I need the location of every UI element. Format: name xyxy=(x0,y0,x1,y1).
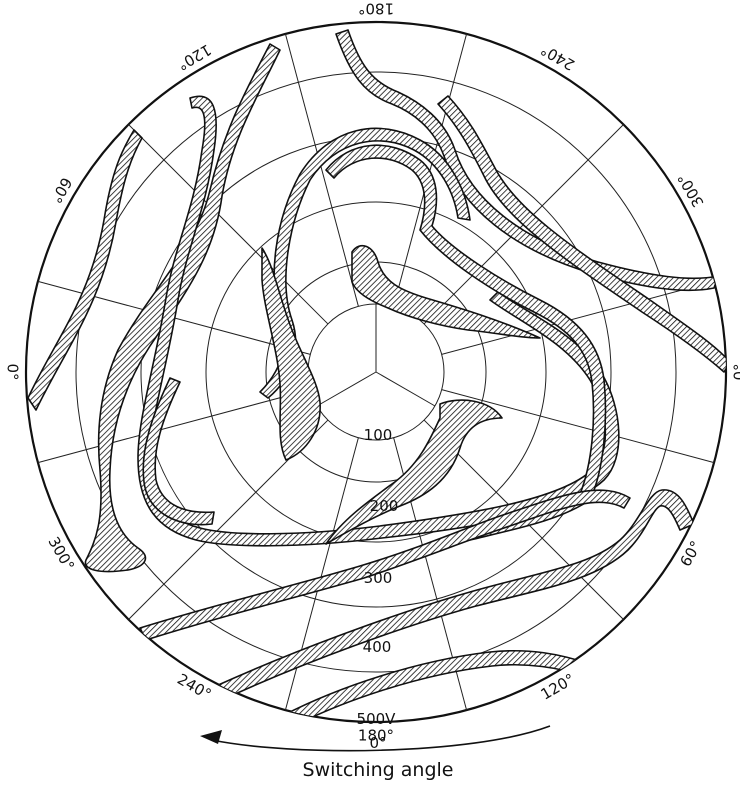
radial-label-200: 200 xyxy=(370,497,399,515)
radial-spoke xyxy=(285,34,358,306)
angle-label: 300° xyxy=(674,170,708,210)
contour-band xyxy=(85,44,280,572)
radial-label-400: 400 xyxy=(363,638,392,656)
radial-label-100: 100 xyxy=(364,426,393,444)
center-mark xyxy=(376,372,435,406)
radial-label-300: 300 xyxy=(364,569,393,587)
angle-label: 120° xyxy=(174,40,214,74)
angle-label: 0° xyxy=(731,363,740,380)
radial-label-500: 500V xyxy=(357,710,397,728)
angle-label: 180° xyxy=(358,0,394,18)
lobe xyxy=(262,248,320,460)
radial-spoke xyxy=(38,390,310,463)
angle-label: 300° xyxy=(44,534,78,574)
angle-label: 120° xyxy=(538,670,578,704)
contour-band xyxy=(138,96,619,546)
angle-label: 0° xyxy=(4,363,22,380)
center-mark xyxy=(317,372,376,406)
caption: Switching angle xyxy=(303,759,454,781)
radial-spoke xyxy=(442,390,714,463)
angle-label-bottom: 0° xyxy=(369,734,386,752)
angle-label: 240° xyxy=(538,40,578,74)
angle-label: 240° xyxy=(174,670,214,704)
